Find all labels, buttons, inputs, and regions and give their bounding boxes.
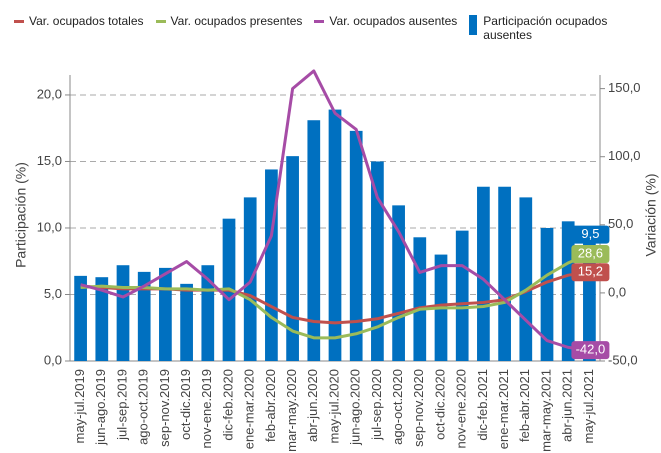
x-tick-label: sep-nov.2020 — [411, 369, 426, 447]
legend-item: Var. ocupados totales — [14, 14, 144, 28]
x-tick-label: feb-abr.2021 — [517, 369, 532, 442]
end-label-text: -42,0 — [576, 342, 606, 357]
bar — [349, 130, 363, 361]
legend-swatch — [314, 20, 325, 23]
legend-label: Var. ocupados presentes — [170, 14, 303, 28]
x-tick-label: may-jul.2021 — [581, 369, 596, 443]
end-label-box — [571, 263, 610, 282]
x-tick-label: ene-mar.2021 — [496, 369, 511, 449]
end-label-text: 9,5 — [581, 226, 599, 241]
legend-label: Var. ocupados totales — [29, 14, 144, 28]
y-axis-title: Participación (%) — [13, 162, 29, 268]
x-tick-label: may-jul.2019 — [72, 369, 87, 443]
x-tick-label: oct-dic.2020 — [432, 369, 447, 440]
end-label-box — [571, 341, 610, 360]
bar — [561, 221, 575, 361]
bar — [498, 186, 511, 361]
y2-axis-title: Variación (%) — [643, 174, 659, 257]
legend-item: Participación ocupados ausentes — [469, 14, 613, 42]
x-tick-label: oct-dic.2019 — [178, 369, 193, 440]
bar — [540, 227, 554, 361]
x-tick-label: ene-mar.2020 — [242, 369, 257, 449]
x-tick-label: nov-ene.2019 — [199, 369, 214, 449]
bar — [392, 205, 405, 361]
end-label-box — [571, 225, 610, 244]
end-label: 9,5 — [571, 225, 610, 244]
bar — [455, 230, 469, 361]
y2-tick-label: 0,0 — [608, 284, 626, 299]
legend-item: Var. ocupados presentes — [155, 14, 303, 28]
bar — [413, 237, 427, 361]
bar — [159, 267, 172, 361]
x-tick-label: ago-oct.2019 — [136, 369, 151, 445]
bar — [286, 156, 299, 361]
y2-tick-label: -50,0 — [608, 352, 638, 367]
y2-tick-label: 50,0 — [608, 216, 633, 231]
legend-label: Participación ocupados ausentes — [483, 14, 608, 42]
x-tick-label: jun-ago.2020 — [348, 369, 363, 446]
end-label-text: 15,2 — [578, 264, 603, 279]
legend-swatch — [155, 20, 166, 23]
bar — [116, 265, 130, 361]
bar — [137, 271, 151, 361]
x-tick-label: abr-jun.2021 — [560, 369, 575, 442]
y-tick-label: 5,0 — [44, 286, 62, 301]
x-tick-label: ago-oct.2020 — [390, 369, 405, 445]
legend-item: Var. ocupados ausentes — [314, 14, 457, 28]
x-tick-label: may-jul.2020 — [326, 369, 341, 443]
end-label-box — [571, 244, 610, 263]
bar — [307, 120, 321, 361]
bar — [371, 161, 384, 361]
x-tick-label: mar-may.2021 — [538, 369, 553, 452]
end-label-text: 28,6 — [578, 245, 603, 260]
end-label: -42,0 — [571, 341, 610, 360]
y2-tick-label: 100,0 — [608, 148, 641, 163]
y-tick-label: 15,0 — [37, 153, 62, 168]
end-label: 28,6 — [571, 244, 610, 263]
bar — [519, 197, 533, 361]
legend: Var. ocupados totales Var. ocupados prese… — [14, 14, 625, 42]
bar — [328, 109, 342, 361]
x-tick-label: mar-may.2020 — [284, 369, 299, 452]
x-tick-label: jun-ago.2019 — [93, 369, 108, 446]
bar — [180, 283, 193, 361]
x-tick-label: jul-sep.2020 — [369, 369, 384, 441]
line — [80, 69, 590, 352]
legend-swatch — [14, 20, 24, 23]
line — [80, 252, 590, 340]
end-label: 15,2 — [571, 263, 610, 282]
bar — [74, 275, 87, 361]
x-tick-label: abr-jun.2020 — [305, 369, 320, 442]
y-tick-label: 10,0 — [37, 219, 62, 234]
bar — [477, 186, 490, 361]
legend-label: Var. ocupados ausentes — [329, 14, 458, 28]
bar — [95, 277, 109, 361]
x-tick-label: sep-nov.2019 — [157, 369, 172, 447]
x-tick-label: jul-sep.2019 — [114, 369, 129, 441]
y-tick-label: 0,0 — [44, 352, 62, 367]
y-tick-label: 20,0 — [37, 86, 62, 101]
x-tick-label: dic-feb.2020 — [220, 369, 235, 441]
legend-swatch — [469, 15, 478, 35]
x-tick-label: feb-abr.2020 — [263, 369, 278, 442]
y2-tick-label: 150,0 — [608, 80, 641, 95]
x-tick-label: nov-ene.2020 — [454, 369, 469, 449]
x-tick-label: dic-feb.2021 — [475, 369, 490, 441]
